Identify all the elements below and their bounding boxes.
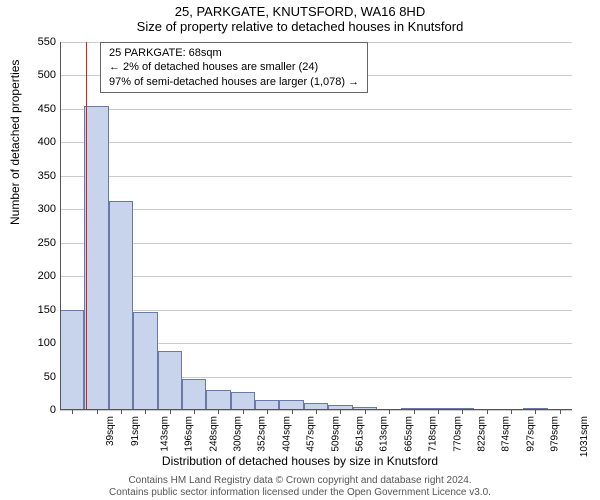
x-tick-label: 143sqm <box>160 416 171 452</box>
y-tick-label: 250 <box>28 237 56 249</box>
y-tick-label: 200 <box>28 270 56 282</box>
footer-line-2: Contains public sector information licen… <box>0 487 600 499</box>
histogram-bar <box>60 310 84 410</box>
histogram-bar <box>158 351 182 410</box>
y-tick-label: 550 <box>28 36 56 48</box>
y-tick-label: 300 <box>28 203 56 215</box>
x-tick-label: 457sqm <box>306 416 317 452</box>
histogram-bar <box>84 106 108 410</box>
gridline <box>60 310 572 311</box>
address-line: 25, PARKGATE, KNUTSFORD, WA16 8HD <box>0 4 600 19</box>
x-tick <box>560 410 561 414</box>
chart-header: 25, PARKGATE, KNUTSFORD, WA16 8HD Size o… <box>0 0 600 34</box>
x-tick-label: 404sqm <box>281 416 292 452</box>
y-tick-label: 500 <box>28 69 56 81</box>
gridline <box>60 142 572 143</box>
x-tick-label: 1031sqm <box>580 416 591 457</box>
x-tick-label: 561sqm <box>355 416 366 452</box>
x-tick <box>218 410 219 414</box>
x-tick-label: 979sqm <box>550 416 561 452</box>
histogram-bar <box>231 392 255 410</box>
x-tick <box>316 410 317 414</box>
x-axis <box>60 409 572 410</box>
histogram-bar <box>109 201 133 410</box>
x-tick <box>194 410 195 414</box>
y-tick-label: 350 <box>28 170 56 182</box>
x-tick-label: 927sqm <box>525 416 536 452</box>
x-tick <box>170 410 171 414</box>
property-marker-line <box>86 42 87 410</box>
y-axis <box>60 42 61 410</box>
gridline <box>60 109 572 110</box>
x-tick-label: 300sqm <box>233 416 244 452</box>
x-tick <box>414 410 415 414</box>
x-tick <box>267 410 268 414</box>
x-tick-label: 352sqm <box>257 416 268 452</box>
x-tick-label: 718sqm <box>428 416 439 452</box>
footer-line-1: Contains HM Land Registry data © Crown c… <box>0 475 600 487</box>
y-tick-label: 100 <box>28 337 56 349</box>
info-callout: 25 PARKGATE: 68sqm ← 2% of detached hous… <box>100 42 368 93</box>
x-tick-label: 770sqm <box>452 416 463 452</box>
x-tick <box>487 410 488 414</box>
x-tick <box>145 410 146 414</box>
chart-plot-area: 05010015020025030035040045050055039sqm91… <box>60 42 572 410</box>
gridline <box>60 276 572 277</box>
x-axis-label: Distribution of detached houses by size … <box>0 454 600 468</box>
y-tick-label: 150 <box>28 304 56 316</box>
info-line-3: 97% of semi-detached houses are larger (… <box>109 75 359 89</box>
x-tick <box>438 410 439 414</box>
info-line-1: 25 PARKGATE: 68sqm <box>109 46 359 60</box>
x-tick-label: 196sqm <box>184 416 195 452</box>
x-tick <box>535 410 536 414</box>
x-tick <box>72 410 73 414</box>
y-tick-label: 50 <box>28 371 56 383</box>
histogram-bar <box>206 390 230 410</box>
y-tick-label: 450 <box>28 103 56 115</box>
x-tick <box>511 410 512 414</box>
y-tick-label: 0 <box>28 404 56 416</box>
gridline <box>60 243 572 244</box>
x-tick <box>121 410 122 414</box>
x-tick <box>389 410 390 414</box>
x-tick-label: 874sqm <box>501 416 512 452</box>
x-tick <box>462 410 463 414</box>
y-axis-label: Number of detached properties <box>8 60 22 225</box>
gridline <box>60 209 572 210</box>
histogram-bar <box>133 312 157 410</box>
x-tick-label: 248sqm <box>208 416 219 452</box>
x-tick <box>292 410 293 414</box>
gridline <box>60 176 572 177</box>
x-tick <box>97 410 98 414</box>
y-tick-label: 400 <box>28 136 56 148</box>
subtitle-line: Size of property relative to detached ho… <box>0 19 600 34</box>
x-tick-label: 509sqm <box>330 416 341 452</box>
x-tick <box>243 410 244 414</box>
info-line-2: ← 2% of detached houses are smaller (24) <box>109 60 359 74</box>
histogram-bar <box>182 379 206 410</box>
x-tick <box>340 410 341 414</box>
x-tick-label: 39sqm <box>105 416 116 446</box>
footer-attribution: Contains HM Land Registry data © Crown c… <box>0 475 600 498</box>
x-tick <box>365 410 366 414</box>
x-tick-label: 91sqm <box>130 416 141 446</box>
x-tick-label: 613sqm <box>379 416 390 452</box>
x-tick-label: 665sqm <box>403 416 414 452</box>
x-tick-label: 822sqm <box>476 416 487 452</box>
